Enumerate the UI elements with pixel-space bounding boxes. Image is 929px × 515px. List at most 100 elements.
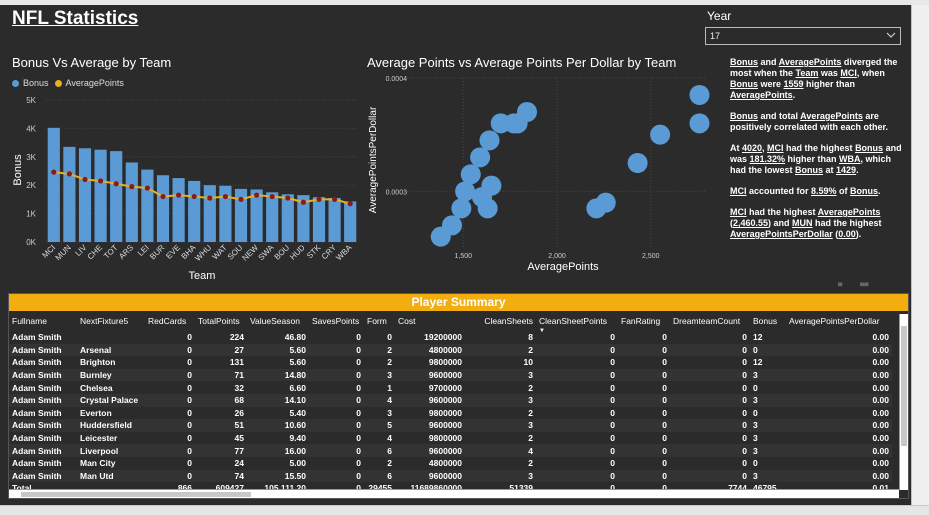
bar-bou[interactable]	[281, 194, 294, 242]
bar-wba[interactable]	[344, 201, 357, 242]
averagepoints-marker[interactable]	[191, 193, 197, 200]
averagepoints-marker[interactable]	[176, 192, 182, 198]
bar-mun[interactable]	[63, 146, 76, 242]
table-cell: 0	[187, 382, 192, 393]
table-row[interactable]: Adam Smith Brighton 0 131 5.60 0 2 9800000 10 0 0 0…	[9, 356, 892, 369]
scatter-point[interactable]	[627, 153, 648, 173]
scatter-point[interactable]	[479, 130, 500, 151]
table-row[interactable]: Adam Smith Everton 0 26 5.40 0 3 9800000 2 0 0 0 0 0.…	[9, 407, 892, 420]
scatter-point[interactable]	[689, 85, 710, 105]
table-row[interactable]: Adam Smith Burnley 0 71 14.80 0 3 9600000 3 0 0 0 3 0…	[9, 368, 892, 382]
bar-ars[interactable]	[125, 162, 138, 242]
table-row[interactable]: Adam Smith Huddersfield 0 51 10.60 0 5 9600000 3…	[9, 419, 892, 432]
averagepoints-marker[interactable]	[238, 196, 244, 202]
scatter-point[interactable]	[442, 215, 462, 236]
x-tick-label: BUR	[148, 243, 166, 261]
column-header-fullname[interactable]: Fullname	[12, 316, 47, 326]
scatter-point[interactable]	[451, 198, 472, 219]
column-header-redcards[interactable]: RedCards	[148, 316, 187, 326]
bar-whu[interactable]	[203, 185, 216, 242]
bar-cry[interactable]	[328, 197, 341, 242]
table-row[interactable]: Adam Smith 0 224 46.80 0 0 19200000 8 0 0 0 12 0.00	[9, 331, 892, 344]
bar-che[interactable]	[94, 149, 107, 242]
scatter-point[interactable]	[470, 147, 491, 168]
averagepoints-marker[interactable]	[113, 181, 119, 187]
bar-new[interactable]	[250, 189, 263, 242]
averagepoints-marker[interactable]	[66, 171, 72, 177]
bar-wat[interactable]	[219, 185, 232, 242]
averagepoints-marker[interactable]	[222, 193, 228, 200]
scatter-point[interactable]	[460, 164, 481, 185]
bar-eve[interactable]	[172, 178, 185, 242]
bar-swa[interactable]	[266, 192, 279, 242]
bar-mci[interactable]	[47, 127, 60, 242]
table-row[interactable]: Adam Smith Chelsea 0 32 6.60 0 1 9700000 2 0 0 0 0 0.…	[9, 381, 892, 394]
averagepoints-marker[interactable]	[82, 176, 88, 183]
table-cell: 9600000	[428, 420, 462, 431]
bar-sou[interactable]	[234, 188, 248, 242]
bar-bur[interactable]	[156, 175, 170, 242]
scatter-point[interactable]	[650, 124, 671, 145]
scatter-point[interactable]	[595, 192, 616, 213]
averagepoints-marker[interactable]	[285, 195, 291, 201]
table-row[interactable]: Adam Smith Arsenal 0 27 5.60 0 2 4800000 2 0 0 0 0 0.…	[9, 343, 892, 357]
column-header-cleansheets[interactable]: CleanSheets	[484, 316, 533, 326]
scatter-point[interactable]	[455, 181, 476, 202]
table-cell: 0	[187, 395, 192, 406]
column-header-cost[interactable]: Cost	[398, 316, 416, 326]
legend-averagepoints-label[interactable]: AveragePoints	[65, 78, 124, 88]
table-row[interactable]: Adam Smith Man Utd 0 74 15.50 0 6 9600000 3 0 0 0 3 0…	[9, 469, 892, 483]
scatter-chart[interactable]: 0.0003 0.0004 1,500 2,000 2,500 AveragePoints…	[362, 70, 722, 280]
averagepoints-marker[interactable]	[160, 193, 166, 200]
horizontal-scroll-thumb[interactable]	[21, 492, 251, 497]
bar-liv[interactable]	[78, 148, 92, 242]
table-vertical-scrollbar[interactable]	[899, 314, 908, 490]
averagepoints-marker[interactable]	[144, 185, 150, 191]
averagepoints-marker[interactable]	[332, 196, 338, 202]
averagepoints-marker[interactable]	[300, 199, 306, 205]
averagepoints-marker[interactable]	[316, 196, 322, 202]
averagepoints-marker[interactable]	[98, 178, 104, 184]
column-header-valueseason[interactable]: ValueSeason	[250, 316, 300, 326]
table-row[interactable]: Adam Smith Crystal Palace 0 68 14.10 0 4 960000…	[9, 393, 892, 407]
table-row[interactable]: Adam Smith Leicester 0 45 9.40 0 4 9800000 2 0 0 0 3…	[9, 432, 892, 445]
table-cell: 2	[528, 344, 533, 355]
column-header-averagepointsperdollar[interactable]: AveragePointsPerDollar	[789, 316, 880, 326]
table-cell: 4800000	[428, 458, 462, 469]
table-row[interactable]: Adam Smith Man City 0 24 5.00 0 2 4800000 2 0 0 0 0 0…	[9, 457, 892, 470]
averagepoints-marker[interactable]	[129, 184, 135, 190]
averagepoints-marker[interactable]	[269, 193, 275, 200]
column-header-fanrating[interactable]: FanRating	[621, 316, 661, 326]
table-horizontal-scrollbar[interactable]	[9, 489, 899, 498]
scatter-point[interactable]	[477, 198, 498, 219]
averagepoints-marker[interactable]	[347, 201, 353, 207]
scatter-point[interactable]	[689, 113, 710, 134]
column-header-dreamteamcount[interactable]: DreamteamCount	[673, 316, 741, 326]
averagepoints-marker[interactable]	[51, 169, 57, 175]
table-cell: 0	[356, 445, 361, 456]
table-cell: 16.00	[284, 445, 306, 456]
vertical-scroll-thumb[interactable]	[901, 326, 907, 446]
bar-tot[interactable]	[110, 151, 123, 242]
bar-bha[interactable]	[188, 180, 201, 242]
column-header-bonus[interactable]: Bonus	[753, 316, 778, 326]
column-header-cleansheetpoints[interactable]: CleanSheetPoints ▼	[539, 316, 608, 334]
column-header-totalpoints[interactable]: TotalPoints	[198, 316, 240, 326]
table-cell: 77	[234, 445, 244, 456]
bar-lei[interactable]	[141, 169, 154, 242]
table-cell: 71	[234, 370, 244, 381]
column-header-nextfixture5[interactable]: NextFixture5	[80, 316, 129, 326]
year-slicer-dropdown[interactable]: 17	[705, 27, 901, 45]
column-header-form[interactable]: Form	[367, 316, 387, 326]
averagepoints-marker[interactable]	[207, 195, 213, 201]
bar-stk[interactable]	[312, 197, 326, 242]
column-header-savespoints[interactable]: SavesPoints	[312, 316, 360, 326]
bar-hud[interactable]	[297, 195, 310, 242]
scatter-point[interactable]	[517, 102, 537, 122]
table-cell: 2	[528, 407, 533, 418]
legend-bonus-label[interactable]: Bonus	[23, 78, 49, 88]
averagepoints-marker[interactable]	[254, 192, 260, 198]
table-row[interactable]: Adam Smith Liverpool 0 77 16.00 0 6 9600000 4 0 0 0…	[9, 444, 892, 457]
total-cell: 0	[618, 482, 670, 494]
